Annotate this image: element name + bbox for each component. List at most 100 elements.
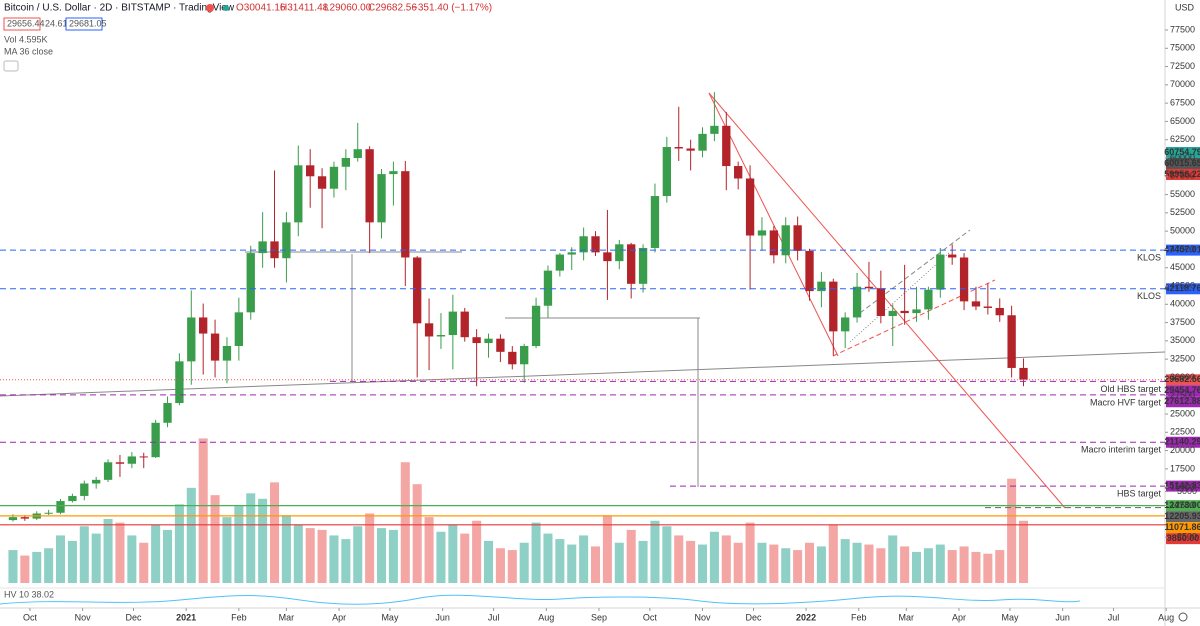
x-tick-label: Oct xyxy=(23,612,38,622)
candle-body xyxy=(56,501,65,513)
candle-body xyxy=(199,317,208,334)
buy-box[interactable] xyxy=(65,17,103,31)
candle-body xyxy=(341,157,351,167)
level-text: Old HBS target xyxy=(1100,384,1161,394)
x-tick-label: Dec xyxy=(126,612,143,622)
candle-body xyxy=(900,310,909,314)
y-tick-label: 15000 xyxy=(1170,482,1195,492)
candle-body xyxy=(44,512,53,514)
collapse-button[interactable] xyxy=(3,60,19,72)
volume-bar xyxy=(79,526,89,583)
settings-icon[interactable] xyxy=(1178,612,1188,622)
candle-body xyxy=(983,306,993,308)
hv-indicator: HV 10 38.02 xyxy=(4,589,54,599)
level-price-box xyxy=(1166,522,1200,534)
y-tick-label: 72500 xyxy=(1170,61,1195,71)
volume-bar xyxy=(210,495,220,583)
y-tick-label: 37500 xyxy=(1170,317,1195,327)
header-bg xyxy=(0,0,470,14)
volume-bar xyxy=(400,462,410,583)
volume-bar xyxy=(579,535,589,583)
candle-body xyxy=(294,165,303,223)
volume-bar xyxy=(281,515,291,583)
candle-body xyxy=(103,462,113,480)
trend-line xyxy=(708,92,839,357)
volume-bar xyxy=(983,553,993,583)
volume-bar xyxy=(638,540,648,583)
volume-bar xyxy=(793,550,803,583)
volume-indicator: Vol 4.595K xyxy=(4,34,48,44)
candle-body xyxy=(68,495,77,502)
level-text: Macro interim target xyxy=(1081,445,1162,455)
volume-bar xyxy=(686,540,696,583)
buy-price[interactable]: 29681.05 xyxy=(69,18,107,28)
volume-bar xyxy=(876,548,886,583)
volume-bar xyxy=(602,515,612,583)
volume-tick-label: 5000 xyxy=(1177,486,1197,496)
x-tick-label: May xyxy=(1001,612,1019,622)
level-price-box xyxy=(1166,533,1200,545)
volume-bar xyxy=(935,544,945,583)
candle-body xyxy=(20,517,30,519)
volume-bar xyxy=(828,524,838,583)
y-tick-label: 62500 xyxy=(1170,134,1195,144)
ohlc-open: O30041.16 xyxy=(236,3,286,14)
candle-body xyxy=(234,312,244,346)
candle-body xyxy=(531,305,541,346)
volume-bar xyxy=(1019,520,1029,583)
level-price-label: 42118.76 xyxy=(1164,283,1200,293)
volume-bar xyxy=(698,544,708,583)
candle-body xyxy=(745,178,755,236)
volume-bar xyxy=(519,542,529,583)
y-tick-label: 12500 xyxy=(1170,500,1195,510)
y-tick-label: 27500 xyxy=(1170,390,1195,400)
levels: 60754.7960015.6559956.22KLOS47407.01KLOS… xyxy=(0,147,1200,545)
y-tick-label: 65000 xyxy=(1170,116,1195,126)
sell-box[interactable] xyxy=(3,17,41,31)
candle-body xyxy=(852,286,862,318)
candle-body xyxy=(520,345,529,365)
candle-body xyxy=(971,301,981,307)
level-price-box xyxy=(1166,283,1200,295)
volume-bar xyxy=(436,531,446,583)
sell-price[interactable]: 29656.44 xyxy=(7,18,45,28)
candle-body xyxy=(175,361,184,404)
volume-bar xyxy=(376,528,387,583)
x-tick-label: 2021 xyxy=(176,612,196,622)
y-tick-label: 75000 xyxy=(1170,43,1195,53)
candle-body xyxy=(1019,367,1028,380)
volume-bar xyxy=(888,535,898,583)
volume-bar xyxy=(650,520,660,583)
volume-bar xyxy=(269,482,280,583)
currency[interactable]: USD xyxy=(1175,2,1195,12)
x-tick-label: Dec xyxy=(746,612,763,622)
volume-bar xyxy=(995,550,1005,583)
level-price-label: 60754.79 xyxy=(1164,147,1200,157)
candle-body xyxy=(353,149,362,158)
trend-line xyxy=(708,92,1066,509)
candle-body xyxy=(662,147,672,197)
volume-bar xyxy=(709,531,719,583)
volume-bar xyxy=(614,542,624,583)
x-tick-label: Mar xyxy=(279,612,295,622)
candle-body xyxy=(8,517,18,521)
volume-bar xyxy=(840,539,850,583)
candle-body xyxy=(448,311,458,336)
volume-bar xyxy=(674,535,684,583)
candle-body xyxy=(115,462,125,464)
level-text: KLOS xyxy=(1137,252,1161,262)
volume-bar xyxy=(769,544,779,583)
candle-body xyxy=(365,149,374,223)
level-price-label: 12473.00 xyxy=(1164,500,1200,510)
volume-bar xyxy=(317,529,327,583)
candle-body xyxy=(80,483,89,496)
volume-bar xyxy=(947,550,957,583)
volume-bar xyxy=(329,535,339,583)
candle-body xyxy=(127,456,137,464)
x-tick-label: Jun xyxy=(1055,612,1070,622)
volume-bar xyxy=(959,546,969,583)
volume-bar xyxy=(543,533,553,583)
level-price-box xyxy=(1166,396,1200,408)
candle-body xyxy=(734,166,743,179)
